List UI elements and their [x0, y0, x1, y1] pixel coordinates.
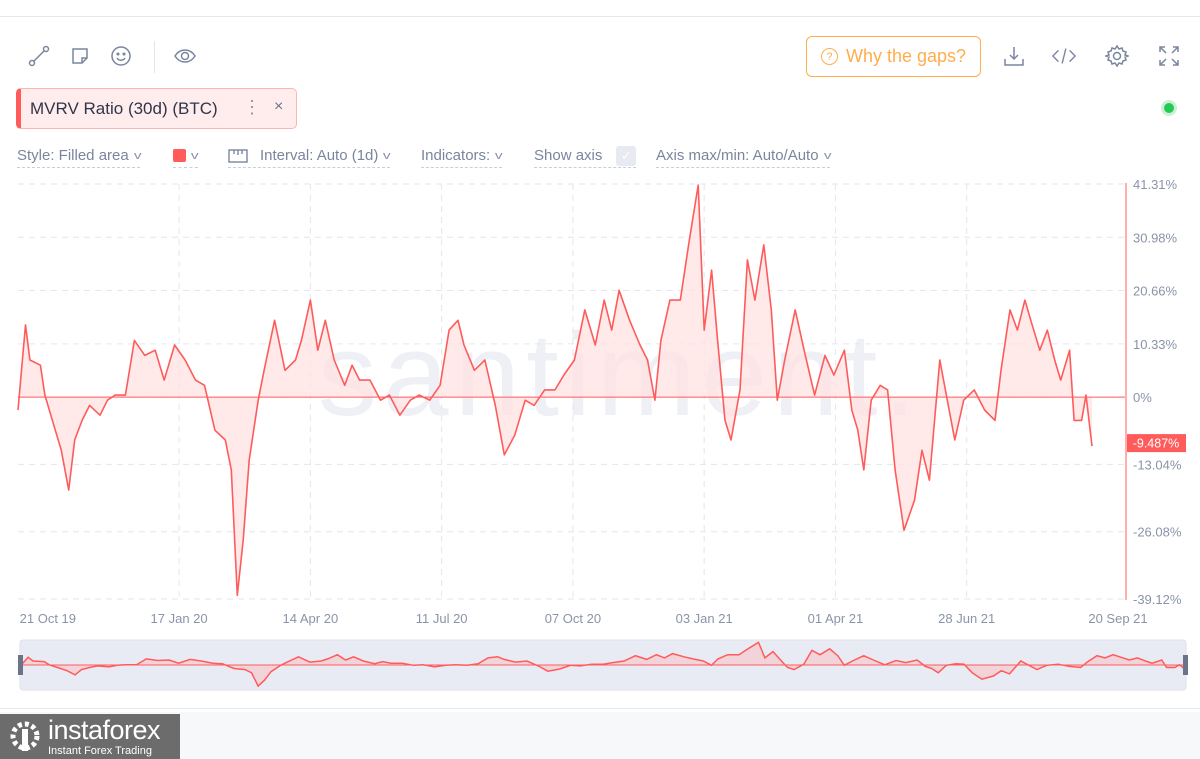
series-line: [17, 184, 1093, 597]
eye-icon[interactable]: [172, 43, 198, 69]
chevron-down-icon: v: [823, 149, 832, 162]
x-tick-label: 03 Jan 21: [676, 611, 733, 626]
why-the-gaps-label: Why the gaps?: [845, 46, 967, 66]
last-value-badge: [1127, 434, 1186, 453]
line-drawing-icon[interactable]: [26, 43, 52, 69]
x-tick-label: 28 Jun 21: [938, 611, 995, 626]
download-icon[interactable]: [1001, 43, 1027, 69]
y-tick-label: -26.08%: [1133, 525, 1182, 540]
settings-gear-icon[interactable]: [1104, 43, 1130, 69]
embed-code-icon[interactable]: [1051, 43, 1077, 69]
navigator-left-handle[interactable]: [18, 655, 23, 675]
axis-maxmin-dropdown[interactable]: Axis max/min: Auto/Auto v: [656, 144, 832, 168]
y-tick-label: 10.33%: [1133, 337, 1178, 352]
style-dropdown[interactable]: Style: Filled area v: [17, 144, 142, 168]
indicators-dropdown[interactable]: Indicators: v: [421, 144, 503, 168]
x-tick-label: 01 Apr 21: [808, 611, 864, 626]
chevron-down-icon: v: [383, 149, 392, 162]
mvrv-chart[interactable]: santiment. 41.31%30.98%20.66%10.33%0%-13…: [0, 175, 1200, 705]
show-axis-label: Show axis: [534, 147, 603, 164]
chevron-down-icon: v: [495, 149, 503, 162]
y-tick-label: -39.12%: [1133, 592, 1182, 607]
chevron-down-icon: v: [190, 149, 199, 162]
top-divider: [0, 16, 1200, 17]
instaforex-logo: instaforex Instant Forex Trading: [0, 714, 180, 759]
y-tick-label: 20.66%: [1133, 284, 1178, 299]
sticky-note-icon[interactable]: [67, 43, 93, 69]
axis-maxmin-label: Axis max/min: Auto/Auto: [656, 147, 819, 164]
show-axis-toggle[interactable]: Show axis ✓: [534, 144, 637, 168]
toolbar-divider: [154, 41, 155, 73]
x-tick-label: 11 Jul 20: [416, 611, 468, 626]
color-swatch: [173, 149, 186, 162]
chevron-down-icon: v: [133, 149, 142, 162]
metric-label: MVRV Ratio (30d) (BTC): [30, 98, 218, 118]
y-tick-label: 41.31%: [1133, 177, 1178, 192]
y-tick-label: 30.98%: [1133, 230, 1178, 245]
indicators-label: Indicators:: [421, 147, 491, 164]
interval-label: Interval: Auto (1d): [260, 147, 379, 164]
style-label: Style: Filled area: [17, 147, 129, 164]
navigator-line: [19, 641, 1187, 688]
ruler-icon: [228, 148, 248, 163]
x-tick-label: 20 Sep 21: [1088, 611, 1147, 626]
interval-dropdown[interactable]: Interval: Auto (1d) v: [228, 144, 392, 168]
bottom-divider: [0, 708, 1200, 709]
y-tick-label: 0%: [1133, 390, 1152, 405]
footer-bar: [0, 712, 1200, 759]
x-tick-label: 17 Jan 20: [151, 611, 208, 626]
navigator[interactable]: [18, 639, 1188, 691]
x-tick-label: 14 Apr 20: [283, 611, 339, 626]
why-the-gaps-button[interactable]: ? Why the gaps?: [806, 36, 981, 77]
live-status-indicator: [1161, 100, 1177, 116]
color-picker-dropdown[interactable]: v: [173, 144, 199, 168]
y-tick-label: -13.04%: [1133, 457, 1182, 472]
last-value-label: -9.487%: [1133, 437, 1180, 451]
metric-menu-icon[interactable]: ⋮: [243, 97, 261, 117]
question-icon: ?: [820, 48, 838, 65]
fullscreen-icon[interactable]: [1156, 43, 1182, 69]
x-tick-label: 21 Oct 19: [20, 611, 76, 626]
x-tick-label: 07 Oct 20: [545, 611, 601, 626]
metric-close-icon[interactable]: ×: [274, 98, 284, 115]
metric-chip[interactable]: MVRV Ratio (30d) (BTC) ⋮ ×: [16, 88, 297, 129]
emoji-icon[interactable]: [108, 43, 134, 69]
show-axis-checkbox[interactable]: ✓: [616, 145, 637, 166]
navigator-right-handle[interactable]: [1183, 655, 1188, 675]
logo-name: instaforex: [48, 715, 161, 745]
gear-logo-icon: [10, 721, 40, 751]
logo-tagline: Instant Forex Trading: [48, 745, 152, 757]
